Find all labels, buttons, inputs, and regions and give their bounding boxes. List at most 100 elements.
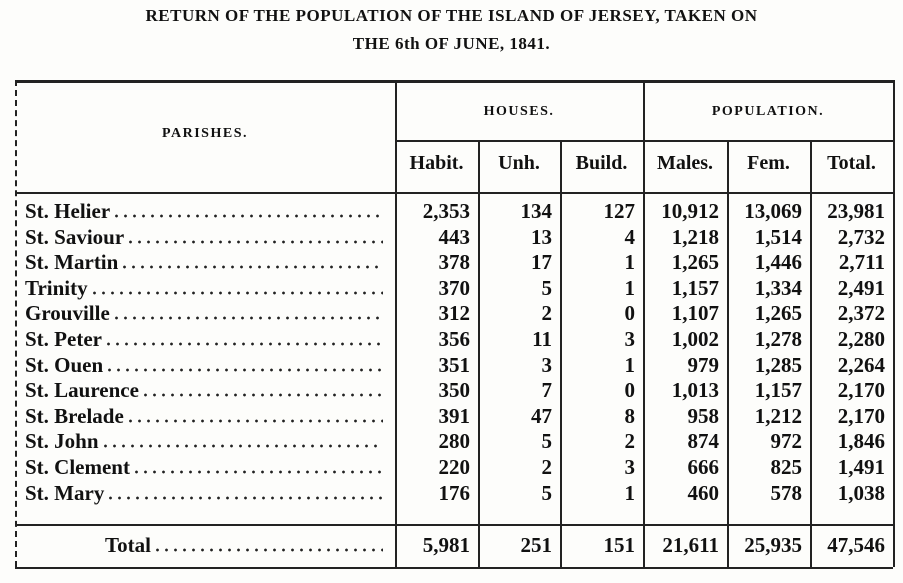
parish-name: St. Laurence: [25, 378, 389, 403]
cell: 11: [532, 327, 552, 351]
parish-label: St. John: [25, 429, 99, 454]
dot-leader: [112, 214, 383, 218]
parish-label: Trinity: [25, 275, 88, 300]
cell: 2,353: [422, 199, 470, 223]
dot-leader: [152, 548, 383, 552]
column-header: Males.: [656, 152, 714, 174]
cell: 972: [770, 429, 803, 454]
cell: 378: [438, 250, 471, 275]
rule: [643, 80, 645, 567]
cell: 979: [687, 352, 720, 377]
cell: 2: [541, 455, 553, 479]
column-header: Build.: [575, 152, 628, 174]
cell: 0: [624, 378, 636, 403]
dot-leader: [105, 367, 383, 372]
parish-name: Total: [105, 533, 389, 558]
cell: 127: [603, 199, 636, 223]
cell: 350: [438, 378, 471, 403]
rule: [15, 567, 893, 569]
rule: [560, 140, 562, 567]
cell: 874: [687, 429, 720, 454]
column-header: Total.: [827, 152, 876, 174]
cell: 356: [438, 327, 471, 351]
cell: 443: [438, 224, 471, 249]
parish-label: Grouville: [25, 301, 110, 326]
cell: 2,170: [837, 378, 885, 403]
cell: 1,265: [754, 301, 802, 326]
cell: 10,912: [661, 199, 719, 223]
parish-label: St. Laurence: [25, 378, 139, 403]
cell: 1,446: [754, 250, 802, 275]
rule: [893, 80, 895, 567]
cell: 312: [438, 301, 471, 326]
parish-name: St. Mary: [25, 481, 389, 506]
cell: 176: [438, 480, 471, 505]
parish-name: Grouville: [25, 301, 389, 326]
cell: 2,264: [837, 352, 885, 377]
rule: [727, 140, 729, 567]
rule: [395, 80, 397, 567]
cell: 13: [531, 224, 552, 249]
column-header: Fem.: [747, 152, 790, 174]
cell: 825: [770, 455, 803, 479]
dot-leader: [100, 444, 383, 449]
cell: 460: [687, 480, 720, 505]
parish-name: St. Helier: [25, 199, 389, 224]
cell: 17: [531, 250, 552, 275]
parish-name: St. Peter: [25, 327, 389, 352]
cell: 4: [624, 224, 636, 249]
dot-leader: [125, 418, 383, 423]
cell: 251: [520, 533, 553, 557]
cell: 5,981: [422, 533, 470, 557]
column-header: Habit.: [409, 152, 464, 174]
parish-name: St. Brelade: [25, 404, 389, 429]
cell: 2,491: [837, 275, 885, 300]
parish-label: St. Martin: [25, 250, 119, 275]
parish-label: St. Peter: [25, 327, 102, 351]
cell: 1,278: [754, 327, 802, 351]
cell: 370: [438, 275, 471, 300]
cell: 5: [541, 480, 553, 505]
header: HOUSES.: [483, 104, 555, 119]
cell: 3: [624, 455, 636, 479]
rule: [15, 80, 893, 83]
title: THE 6th OF JUNE, 1841.: [352, 34, 551, 53]
cell: 666: [687, 455, 720, 479]
cell: 13,069: [744, 199, 802, 223]
header: PARISHES.: [162, 126, 248, 141]
cell: 578: [770, 480, 803, 505]
cell: 1,013: [671, 378, 719, 403]
cell: 1: [624, 250, 636, 275]
cell: 47: [531, 403, 552, 428]
cell: 2,170: [837, 403, 885, 428]
cell: 1,157: [754, 378, 802, 403]
cell: 7: [541, 378, 553, 403]
rule: [810, 140, 812, 567]
cell: 3: [624, 327, 636, 351]
cell: 5: [541, 275, 553, 300]
cell: 958: [687, 403, 720, 428]
cell: 1,038: [837, 480, 885, 505]
dot-leader: [111, 316, 383, 321]
cell: 1,212: [754, 403, 802, 428]
dot-leader: [103, 342, 383, 346]
cell: 1,285: [754, 352, 802, 377]
cell: 1: [624, 352, 636, 377]
cell: 151: [603, 533, 636, 557]
cell: 1,334: [754, 275, 802, 300]
title: RETURN OF THE POPULATION OF THE ISLAND O…: [145, 6, 758, 25]
cell: 47,546: [827, 533, 885, 557]
parish-label: St. Mary: [25, 480, 105, 505]
parish-name: Trinity: [25, 276, 389, 301]
cell: 2,732: [837, 224, 885, 249]
cell: 1,514: [754, 224, 802, 249]
cell: 8: [624, 403, 636, 428]
parish-label: St. Clement: [25, 455, 130, 479]
cell: 280: [438, 429, 471, 454]
cell: 1,265: [671, 250, 719, 275]
rule: [15, 192, 893, 194]
parish-name: St. Clement: [25, 455, 389, 480]
dot-leader: [106, 495, 383, 500]
dot-leader: [131, 470, 383, 474]
